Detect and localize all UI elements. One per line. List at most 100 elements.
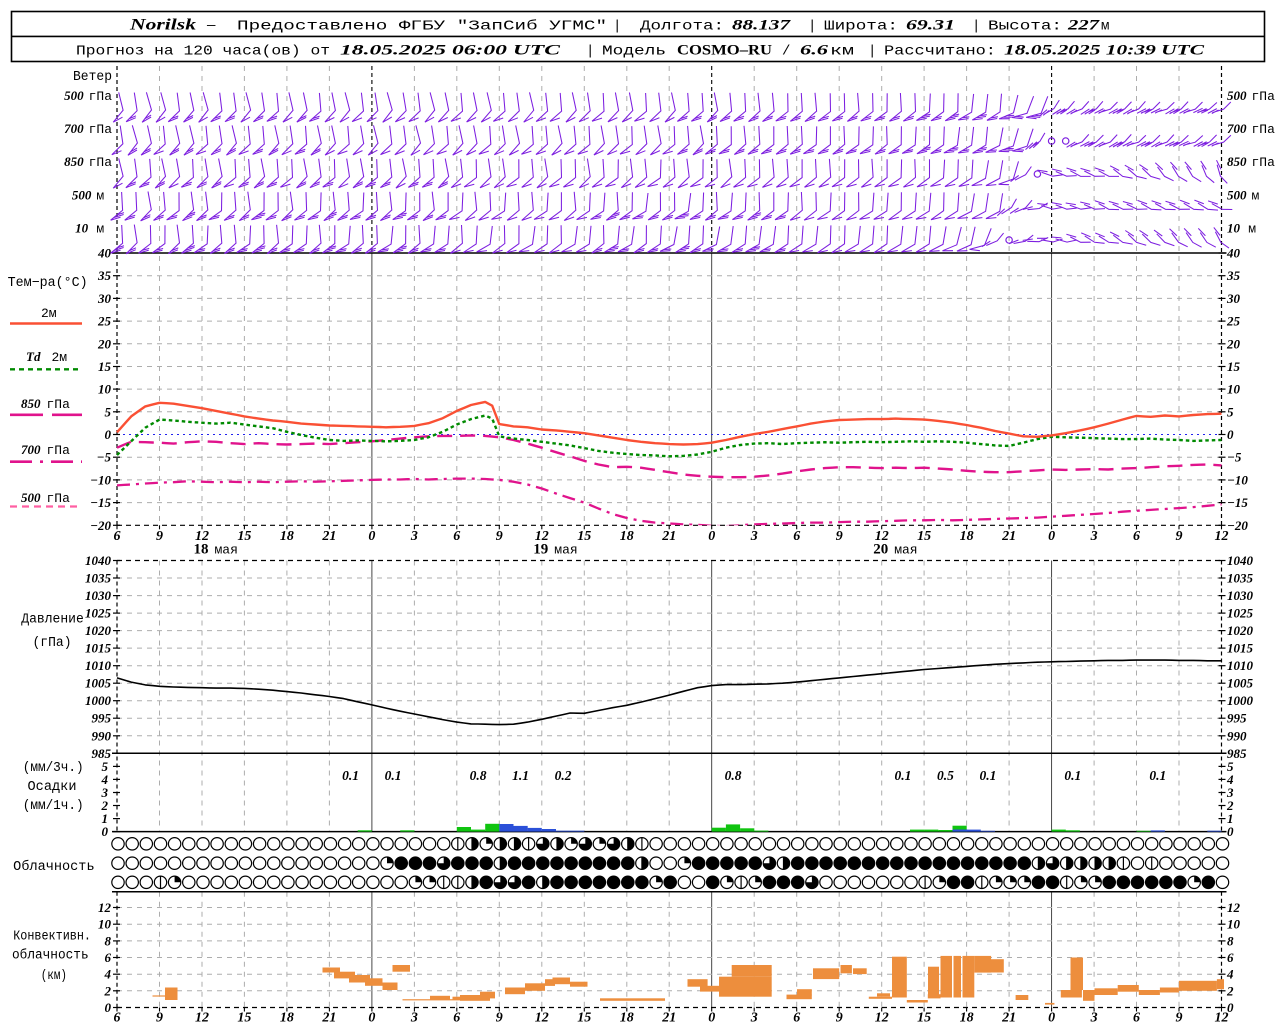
svg-text:2: 2 bbox=[1226, 983, 1234, 998]
svg-text:3: 3 bbox=[750, 529, 758, 544]
svg-text:9: 9 bbox=[496, 529, 503, 544]
svg-text:0: 0 bbox=[102, 824, 109, 839]
svg-text:1: 1 bbox=[1227, 811, 1234, 826]
svg-text:25: 25 bbox=[1226, 314, 1241, 329]
svg-text:12: 12 bbox=[875, 529, 889, 544]
svg-text:15: 15 bbox=[237, 529, 251, 544]
svg-text:18: 18 bbox=[280, 1011, 294, 1025]
svg-text:12: 12 bbox=[195, 529, 209, 544]
svg-text:0: 0 bbox=[708, 529, 715, 544]
svg-text:−10: −10 bbox=[90, 472, 111, 487]
svg-text:−20: −20 bbox=[1227, 518, 1248, 533]
svg-text:Прогноз на 120 часа(ов) от: Прогноз на 120 часа(ов) от bbox=[76, 44, 330, 60]
svg-text:21: 21 bbox=[1001, 1011, 1016, 1025]
svg-text:2: 2 bbox=[104, 983, 112, 998]
svg-text:1040: 1040 bbox=[85, 553, 112, 568]
svg-text:18: 18 bbox=[620, 529, 634, 544]
svg-text:18: 18 bbox=[280, 529, 294, 544]
svg-text:995: 995 bbox=[92, 711, 112, 726]
svg-text:10: 10 bbox=[1227, 917, 1241, 932]
svg-text:|: | bbox=[972, 19, 980, 35]
svg-text:1025: 1025 bbox=[85, 606, 112, 621]
svg-text:0.8: 0.8 bbox=[725, 768, 742, 783]
svg-text:5: 5 bbox=[1227, 759, 1234, 774]
svg-text:6: 6 bbox=[1227, 950, 1234, 965]
svg-text:18.05.2025 06:00 UTC: 18.05.2025 06:00 UTC bbox=[340, 43, 562, 59]
svg-text:8: 8 bbox=[105, 933, 112, 948]
svg-text:30: 30 bbox=[1226, 291, 1241, 306]
svg-text:40: 40 bbox=[97, 246, 112, 261]
svg-text:|: | bbox=[586, 44, 594, 60]
svg-text:5: 5 bbox=[102, 759, 109, 774]
svg-text:−20: −20 bbox=[90, 518, 111, 533]
svg-text:985: 985 bbox=[1227, 746, 1247, 761]
svg-text:1000: 1000 bbox=[85, 693, 112, 708]
svg-text:6: 6 bbox=[453, 529, 460, 544]
svg-text:18: 18 bbox=[620, 1011, 634, 1025]
svg-text:0: 0 bbox=[1048, 529, 1055, 544]
svg-text:20: 20 bbox=[97, 336, 112, 351]
svg-text:6: 6 bbox=[793, 529, 800, 544]
svg-text:1: 1 bbox=[102, 811, 109, 826]
svg-text:Norilsk: Norilsk bbox=[129, 17, 196, 34]
svg-text:10: 10 bbox=[1227, 382, 1241, 397]
svg-text:4: 4 bbox=[101, 772, 109, 787]
svg-text:12: 12 bbox=[98, 900, 112, 915]
svg-text:Долгота:: Долгота: bbox=[640, 19, 724, 35]
svg-text:1005: 1005 bbox=[85, 676, 112, 691]
svg-text:985: 985 bbox=[92, 746, 112, 761]
svg-text:35: 35 bbox=[1226, 268, 1241, 283]
svg-text:15: 15 bbox=[917, 1011, 931, 1025]
svg-text:0: 0 bbox=[1227, 1000, 1234, 1015]
svg-text:(мм/1ч.): (мм/1ч.) bbox=[23, 799, 84, 814]
svg-text:9: 9 bbox=[156, 1011, 163, 1025]
svg-text:0.1: 0.1 bbox=[894, 768, 911, 783]
svg-text:5: 5 bbox=[1227, 404, 1234, 419]
svg-text:Осадки: Осадки bbox=[28, 780, 77, 795]
svg-text:88.137: 88.137 bbox=[732, 18, 791, 34]
svg-text:/: / bbox=[782, 44, 790, 60]
svg-text:1025: 1025 bbox=[1227, 606, 1254, 621]
svg-text:18: 18 bbox=[960, 1011, 974, 1025]
svg-text:10 м: 10 м bbox=[75, 221, 112, 237]
svg-text:15: 15 bbox=[1227, 359, 1241, 374]
svg-text:9: 9 bbox=[156, 529, 163, 544]
svg-text:6: 6 bbox=[1133, 529, 1140, 544]
svg-text:1035: 1035 bbox=[1227, 571, 1254, 586]
svg-text:12: 12 bbox=[535, 1011, 549, 1025]
svg-text:2: 2 bbox=[1226, 798, 1234, 813]
svg-text:—: — bbox=[206, 18, 216, 34]
svg-text:8: 8 bbox=[1227, 933, 1234, 948]
svg-text:0.1: 0.1 bbox=[1064, 768, 1081, 783]
svg-text:Широта:: Широта: bbox=[824, 19, 898, 35]
svg-text:15: 15 bbox=[577, 529, 591, 544]
svg-text:6: 6 bbox=[105, 950, 112, 965]
svg-text:−5: −5 bbox=[1227, 450, 1242, 465]
svg-text:1035: 1035 bbox=[85, 571, 112, 586]
svg-text:0.1: 0.1 bbox=[385, 768, 402, 783]
svg-text:(км): (км) bbox=[41, 969, 67, 984]
svg-text:0: 0 bbox=[1227, 427, 1234, 442]
svg-text:Модель: Модель bbox=[602, 44, 666, 60]
svg-text:|: | bbox=[868, 44, 876, 60]
svg-text:10: 10 bbox=[98, 382, 112, 397]
svg-text:−5: −5 bbox=[97, 450, 112, 465]
svg-text:2м: 2м bbox=[41, 306, 57, 321]
svg-text:облачность: облачность bbox=[12, 948, 89, 963]
svg-text:(гПа): (гПа) bbox=[33, 636, 72, 651]
svg-text:10 м: 10 м bbox=[1227, 221, 1264, 237]
svg-text:1040: 1040 bbox=[1227, 553, 1254, 568]
svg-text:6.6км: 6.6км bbox=[800, 43, 854, 60]
svg-text:15: 15 bbox=[577, 1011, 591, 1025]
svg-text:15: 15 bbox=[917, 529, 931, 544]
svg-text:−15: −15 bbox=[90, 495, 111, 510]
svg-text:3: 3 bbox=[1090, 1011, 1098, 1025]
